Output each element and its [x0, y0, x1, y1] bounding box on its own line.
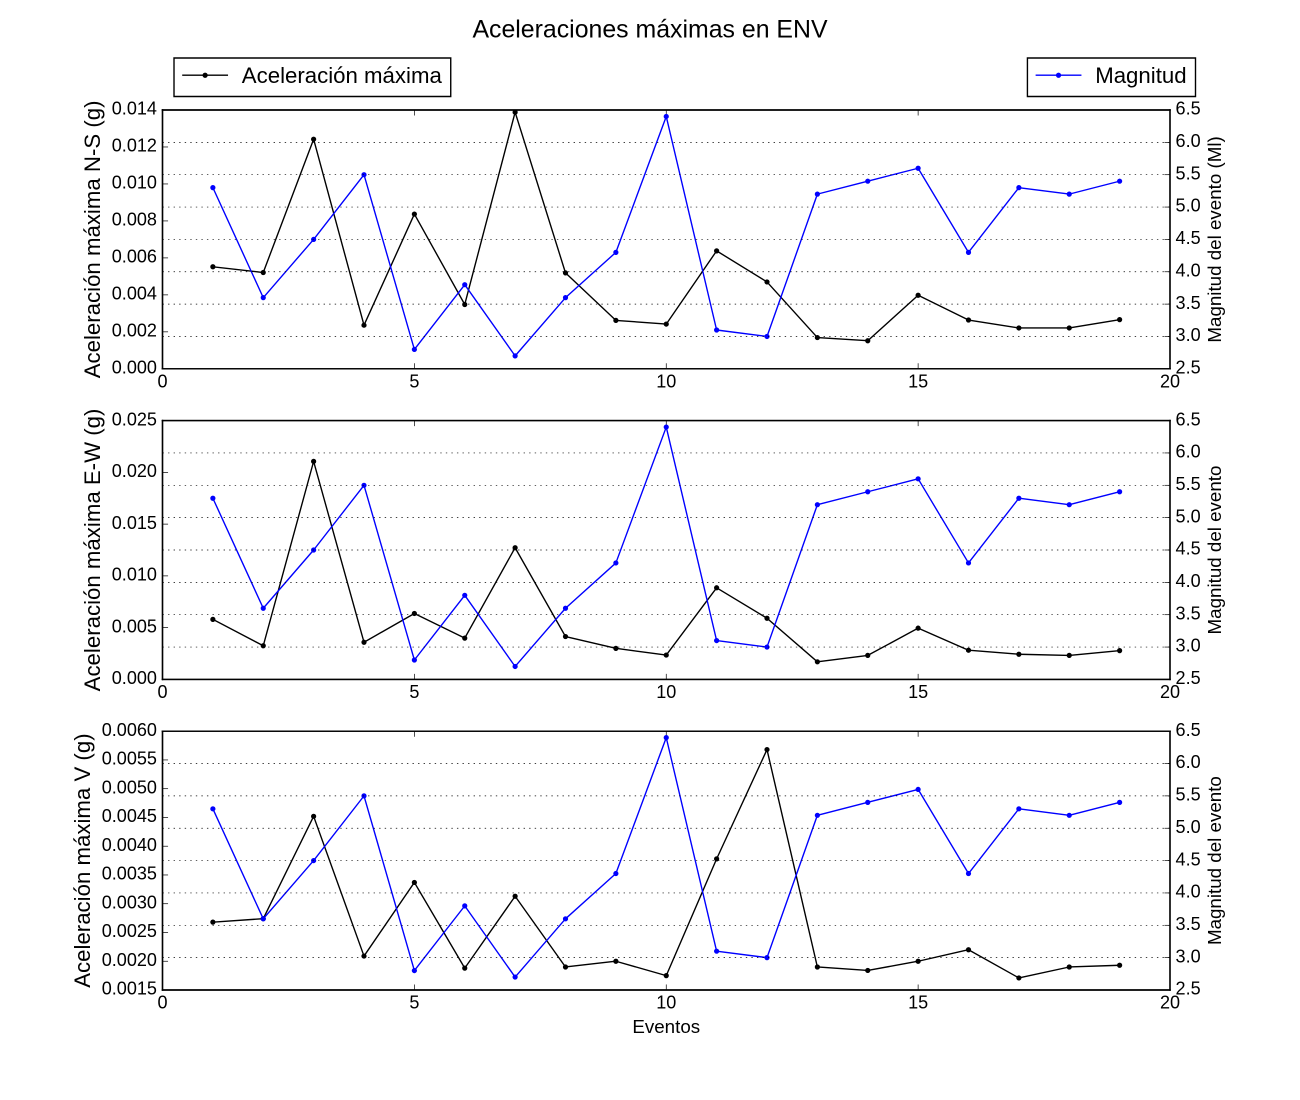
- svg-text:5: 5: [409, 371, 419, 391]
- svg-text:Magnitud del evento: Magnitud del evento: [1204, 466, 1225, 635]
- svg-text:20: 20: [1160, 993, 1180, 1013]
- svg-text:3.0: 3.0: [1176, 636, 1201, 656]
- svg-text:Magnitud del evento (Ml): Magnitud del evento (Ml): [1204, 136, 1225, 342]
- svg-text:0.005: 0.005: [112, 616, 157, 636]
- svg-text:0.004: 0.004: [112, 284, 157, 304]
- svg-text:0: 0: [157, 682, 167, 702]
- svg-text:0.0020: 0.0020: [102, 950, 157, 970]
- svg-text:6.5: 6.5: [1176, 409, 1201, 429]
- svg-text:15: 15: [908, 993, 928, 1013]
- svg-text:4.0: 4.0: [1176, 260, 1201, 280]
- svg-text:2.5: 2.5: [1176, 668, 1201, 688]
- svg-text:2.5: 2.5: [1176, 979, 1201, 999]
- svg-text:0.0035: 0.0035: [102, 864, 157, 884]
- svg-text:0.014: 0.014: [112, 99, 157, 119]
- svg-text:5.0: 5.0: [1176, 506, 1201, 526]
- svg-text:Aceleración máxima E-W (g): Aceleración máxima E-W (g): [80, 409, 105, 692]
- svg-text:5.0: 5.0: [1176, 817, 1201, 837]
- svg-text:0.0040: 0.0040: [102, 835, 157, 855]
- svg-text:0.0015: 0.0015: [102, 979, 157, 999]
- svg-text:3.0: 3.0: [1176, 946, 1201, 966]
- svg-text:5: 5: [409, 993, 419, 1013]
- svg-text:0.0045: 0.0045: [102, 806, 157, 826]
- svg-text:10: 10: [656, 371, 676, 391]
- svg-text:0.0060: 0.0060: [102, 720, 157, 740]
- svg-text:0.000: 0.000: [112, 668, 157, 688]
- svg-text:4.5: 4.5: [1176, 539, 1201, 559]
- svg-text:0.025: 0.025: [112, 409, 157, 429]
- svg-text:Aceleración máxima: Aceleración máxima: [242, 63, 443, 88]
- svg-text:0: 0: [157, 993, 167, 1013]
- svg-text:20: 20: [1160, 682, 1180, 702]
- svg-text:6.0: 6.0: [1176, 752, 1201, 772]
- svg-text:Magnitud: Magnitud: [1095, 63, 1186, 88]
- svg-text:0.000: 0.000: [112, 357, 157, 377]
- svg-text:3.5: 3.5: [1176, 293, 1201, 313]
- svg-text:0.008: 0.008: [112, 210, 157, 230]
- svg-text:0.0025: 0.0025: [102, 921, 157, 941]
- svg-text:4.0: 4.0: [1176, 571, 1201, 591]
- svg-text:Magnitud del evento: Magnitud del evento: [1204, 776, 1225, 945]
- svg-text:4.5: 4.5: [1176, 228, 1201, 248]
- svg-text:6.5: 6.5: [1176, 99, 1201, 119]
- svg-text:Aceleraciones máximas en ENV: Aceleraciones máximas en ENV: [472, 15, 828, 43]
- svg-text:5.0: 5.0: [1176, 196, 1201, 216]
- svg-text:3.5: 3.5: [1176, 914, 1201, 934]
- svg-text:3.5: 3.5: [1176, 603, 1201, 623]
- svg-text:0.010: 0.010: [112, 173, 157, 193]
- svg-text:5.5: 5.5: [1176, 474, 1201, 494]
- svg-text:0.0030: 0.0030: [102, 892, 157, 912]
- svg-text:0.012: 0.012: [112, 136, 157, 156]
- svg-text:5: 5: [409, 682, 419, 702]
- svg-text:15: 15: [908, 682, 928, 702]
- svg-text:0.002: 0.002: [112, 321, 157, 341]
- svg-text:5.5: 5.5: [1176, 785, 1201, 805]
- svg-text:6.5: 6.5: [1176, 720, 1201, 740]
- svg-text:6.0: 6.0: [1176, 442, 1201, 462]
- svg-text:15: 15: [908, 371, 928, 391]
- svg-text:2.5: 2.5: [1176, 357, 1201, 377]
- svg-text:0.0055: 0.0055: [102, 749, 157, 769]
- svg-text:0.006: 0.006: [112, 247, 157, 267]
- svg-text:Eventos: Eventos: [632, 1016, 700, 1037]
- svg-text:0.015: 0.015: [112, 513, 157, 533]
- svg-text:0.0050: 0.0050: [102, 777, 157, 797]
- svg-text:4.5: 4.5: [1176, 849, 1201, 869]
- svg-text:10: 10: [656, 682, 676, 702]
- svg-text:0.010: 0.010: [112, 565, 157, 585]
- svg-text:10: 10: [656, 993, 676, 1013]
- svg-text:3.0: 3.0: [1176, 325, 1201, 345]
- svg-text:Aceleración máxima V (g): Aceleración máxima V (g): [70, 733, 95, 987]
- svg-text:6.0: 6.0: [1176, 131, 1201, 151]
- svg-text:5.5: 5.5: [1176, 163, 1201, 183]
- svg-text:0: 0: [157, 371, 167, 391]
- svg-text:Aceleración máxima N-S (g): Aceleración máxima N-S (g): [80, 101, 105, 379]
- svg-text:4.0: 4.0: [1176, 882, 1201, 902]
- svg-text:0.020: 0.020: [112, 461, 157, 481]
- svg-text:20: 20: [1160, 371, 1180, 391]
